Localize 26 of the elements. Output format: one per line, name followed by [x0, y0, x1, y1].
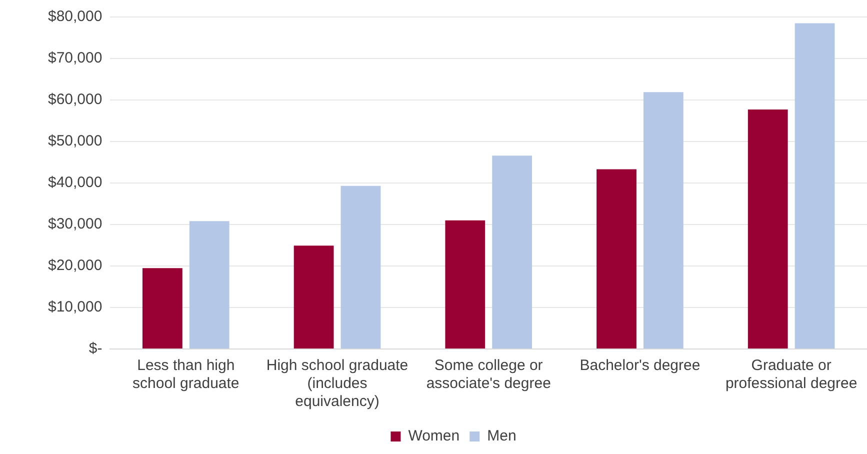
- legend-label: Men: [487, 428, 516, 445]
- y-tick-label: $60,000: [48, 91, 102, 108]
- x-tick-label: Bachelor's degree: [580, 357, 700, 374]
- bar: [189, 221, 230, 348]
- bar: [294, 246, 334, 348]
- y-tick-label: $20,000: [48, 257, 102, 274]
- bar: [794, 23, 835, 348]
- bar: [445, 220, 486, 348]
- legend-label: Women: [408, 428, 460, 445]
- bar: [748, 110, 788, 348]
- bar: [142, 268, 182, 348]
- bar: [492, 156, 532, 348]
- bar: [340, 186, 381, 348]
- y-tick-label: $70,000: [48, 50, 102, 67]
- x-tick-label: High school graduate (includes equivalency): [266, 357, 408, 410]
- y-tick-label: $50,000: [48, 132, 102, 150]
- y-tick-label: $30,000: [48, 216, 102, 233]
- x-tick-label: Graduate or professional degree: [725, 357, 858, 392]
- x-tick-label: Less than high school graduate: [132, 357, 240, 392]
- y-tick-label: $40,000: [48, 174, 102, 192]
- bar: [643, 92, 684, 348]
- x-tick-label: Some college or associate's degree: [426, 357, 551, 392]
- bar: [596, 169, 636, 348]
- y-tick-label: $80,000: [48, 8, 102, 26]
- y-tick-label: $-: [88, 340, 102, 358]
- y-tick-label: $10,000: [48, 298, 102, 316]
